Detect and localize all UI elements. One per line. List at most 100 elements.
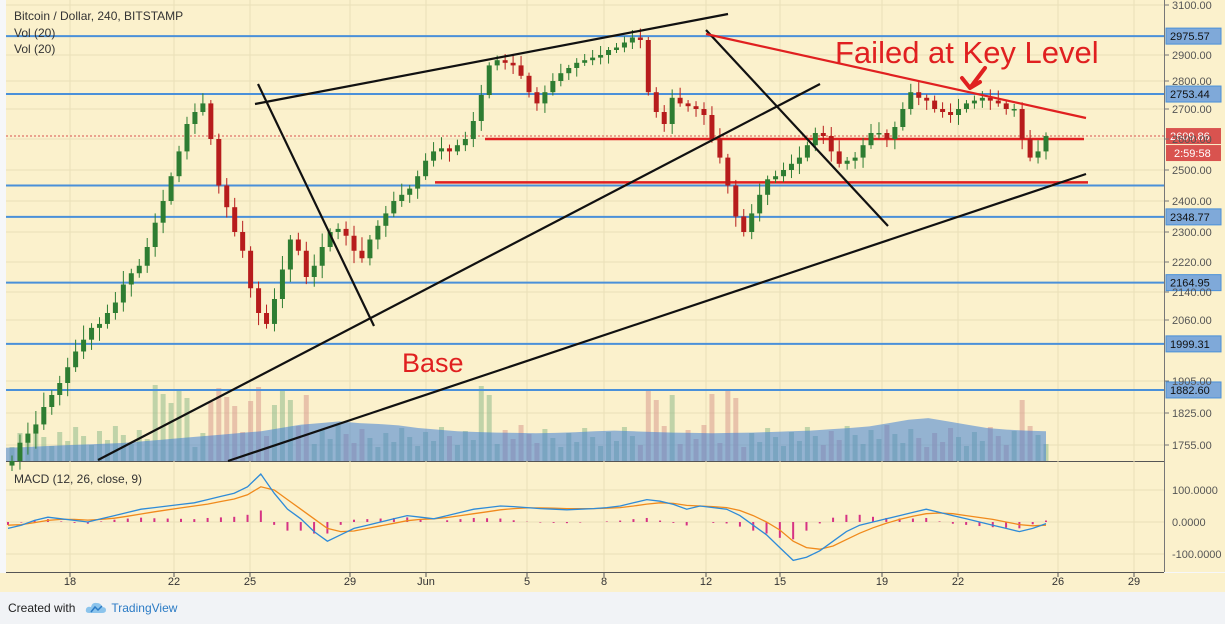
level-label: 2164.95 xyxy=(1170,278,1210,290)
current-price-label: 2609.86 xyxy=(1170,131,1210,143)
y-tick-label: 2400.00 xyxy=(1172,196,1212,208)
y-tick-label: 2220.00 xyxy=(1172,257,1212,269)
level-badge xyxy=(1165,335,1222,353)
volume-bar xyxy=(725,389,731,461)
candle-body xyxy=(343,228,349,236)
countdown-label: 2:59:58 xyxy=(1174,148,1211,160)
macd-indicator: 100.0000 0.0000 -100.0000 xyxy=(6,473,1222,562)
red-trendline xyxy=(705,32,1087,120)
volume-bar xyxy=(208,402,214,461)
x-tick-label: 26 xyxy=(1052,576,1064,588)
candle-body xyxy=(415,176,421,189)
y-tick-label: 2800.00 xyxy=(1172,76,1212,88)
candle-body xyxy=(526,75,532,93)
candle-body xyxy=(518,65,524,76)
volume-bar xyxy=(224,397,230,461)
volume-bar xyxy=(152,385,158,461)
candle-body xyxy=(741,216,747,232)
candle-body xyxy=(613,47,619,50)
vol-label-1: Vol (20) xyxy=(14,26,55,40)
candle-body xyxy=(971,100,977,104)
candle-body xyxy=(25,433,31,443)
candle-body xyxy=(431,151,437,161)
volume-bar xyxy=(645,391,651,461)
candle-body xyxy=(383,213,389,226)
candle-body xyxy=(606,50,612,55)
candle-body xyxy=(693,106,699,109)
candle-body xyxy=(9,461,15,466)
candle-body xyxy=(582,60,588,63)
arrow-annotation xyxy=(960,66,987,90)
candle-body xyxy=(598,55,604,58)
candle-body xyxy=(96,323,102,328)
y-tick-label: 2700.00 xyxy=(1172,104,1212,116)
candle-body xyxy=(375,225,381,240)
candle-body xyxy=(200,103,206,112)
candle-body xyxy=(876,133,882,135)
x-tick-label: 18 xyxy=(64,576,76,588)
candle-body xyxy=(104,313,110,324)
x-axis-bg xyxy=(0,573,1225,592)
candle-body xyxy=(773,176,779,180)
vol-label-2: Vol (20) xyxy=(14,42,55,56)
candle-body xyxy=(184,124,190,152)
candle-body xyxy=(351,235,357,251)
candle-body xyxy=(788,163,794,170)
candle-body xyxy=(932,100,938,109)
candle-body xyxy=(550,81,556,93)
x-axis: 18 22 25 29 Jun 5 8 12 15 19 22 26 29 xyxy=(64,572,1140,588)
volume-bar xyxy=(709,394,715,461)
failed-annotation: Failed at Key Level xyxy=(835,35,1099,70)
candle-body xyxy=(637,37,643,40)
x-tick-label: 19 xyxy=(876,576,888,588)
x-tick-label: 12 xyxy=(700,576,712,588)
candle-body xyxy=(470,121,476,139)
macd-y-label: 100.0000 xyxy=(1172,485,1218,497)
candles xyxy=(9,28,1049,472)
candle-body xyxy=(89,327,95,340)
candle-body xyxy=(1019,109,1025,139)
candle-body xyxy=(995,100,1001,104)
candle-body xyxy=(725,157,731,186)
candle-body xyxy=(836,151,842,164)
candle-body xyxy=(120,284,126,303)
chart-title: Bitcoin / Dollar, 240, BITSTAMP xyxy=(14,9,183,23)
y-tick-label: 2140.00 xyxy=(1172,287,1212,299)
x-tick-label: 5 xyxy=(524,576,530,588)
candle-body xyxy=(709,115,715,139)
candle-body xyxy=(81,339,87,352)
level-label: 2975.57 xyxy=(1170,31,1210,43)
candle-body xyxy=(685,103,691,107)
footer: Created with TradingView xyxy=(0,592,1225,624)
candle-body xyxy=(844,160,850,164)
countdown-badge xyxy=(1166,145,1221,162)
candle-body xyxy=(128,273,134,285)
candle-body xyxy=(574,62,580,68)
candle-body xyxy=(256,288,262,313)
candle-body xyxy=(407,188,413,195)
level-badge xyxy=(1165,274,1222,292)
candle-body xyxy=(534,92,540,104)
level-badge xyxy=(1165,27,1222,45)
candle-body xyxy=(17,442,23,461)
candle-body xyxy=(916,92,922,98)
candle-body xyxy=(908,92,914,109)
candle-body xyxy=(224,185,230,208)
x-tick-label: 22 xyxy=(952,576,964,588)
candle-body xyxy=(590,57,596,61)
candle-body xyxy=(1011,109,1017,111)
candle-body xyxy=(303,250,309,277)
candle-body xyxy=(629,37,635,43)
y-tick-label: 2600.00 xyxy=(1172,134,1212,146)
level-label: 2348.77 xyxy=(1170,212,1210,224)
candle-body xyxy=(892,127,898,139)
candle-body xyxy=(669,97,675,124)
candle-body xyxy=(948,112,954,115)
tradingview-link[interactable]: TradingView xyxy=(111,601,178,615)
candle-body xyxy=(502,60,508,63)
volume-bar xyxy=(184,398,190,461)
candle-body xyxy=(677,97,683,104)
candle-body xyxy=(327,232,333,247)
x-tick-label: 29 xyxy=(344,576,356,588)
candle-body xyxy=(1027,139,1033,158)
